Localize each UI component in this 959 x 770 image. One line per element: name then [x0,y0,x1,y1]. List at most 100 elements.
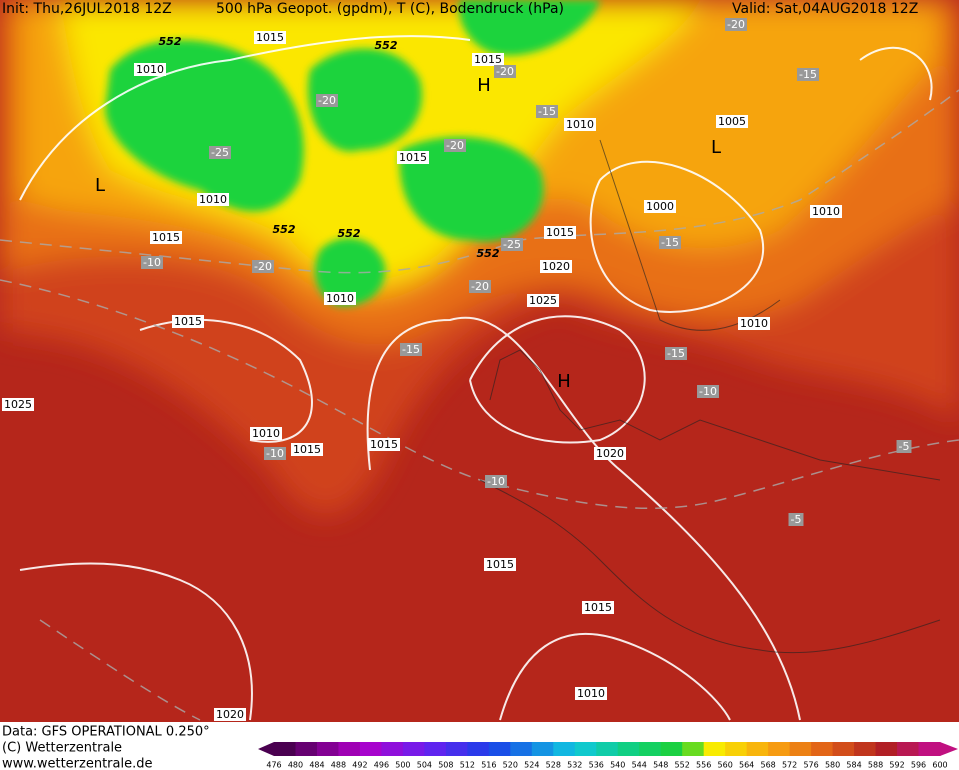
isobar-label-group: 1015 [484,558,516,571]
colorbar-label: 484 [309,761,324,770]
isobar-label: 1015 [546,226,574,239]
data-source: Data: GFS OPERATIONAL 0.250° [2,725,210,740]
isobar-label-group: 1015 [472,53,504,66]
colorbar-swatch [359,742,382,756]
isobar-label: 1015 [370,438,398,451]
isobar-label: 1010 [136,63,164,76]
isotherm-label-group: -15 [665,347,687,360]
height-label: 552 [159,35,182,48]
isobar-label-box [575,687,607,700]
isotherm-label-group: -5 [788,513,804,526]
colorbar-swatch [918,742,941,756]
height-label: 552 [477,247,500,260]
isobar-label-group: 1015 [150,231,182,244]
isotherm-label-group: -15 [400,343,422,356]
colorbar-swatch [316,742,339,756]
pressure-center: H [477,75,491,96]
isotherm-label-box [400,343,422,356]
isobar-label: 1000 [646,200,674,213]
isobar-label: 1020 [216,708,244,721]
map-title: 500 hPa Geopot. (gpdm), T (C), Bodendruc… [216,1,564,17]
isotherm-label-group: -20 [725,18,747,31]
isobar-label-box [397,151,429,164]
isotherm-label-group: -20 [494,65,516,78]
colorbar-label: 528 [546,761,561,770]
isobar-label: 1010 [812,205,840,218]
isotherm-label: -20 [471,280,489,293]
isotherm-label-group: -5 [896,440,912,453]
valid-time: Valid: Sat,04AUG2018 12Z [732,1,918,17]
pressure-center: L [711,137,721,158]
isobar-label-group: 1005 [716,115,748,128]
colorbar-label: 544 [632,761,647,770]
isobar-label-box [527,294,559,307]
isobar-label-group: 1015 [172,315,204,328]
isobar-label-group: 1015 [368,438,400,451]
colorbar-label: 548 [653,761,668,770]
colorbar-swatch [596,742,619,756]
isotherm-label-box [725,18,747,31]
pressure-center: L [95,175,105,196]
isotherm-label: -15 [538,105,556,118]
isotherm-label-box [501,238,523,251]
isotherm-label: -5 [899,440,910,453]
isobar-label-group: 1015 [582,601,614,614]
isotherm-label-group: -20 [444,139,466,152]
colorbar-swatch [617,742,640,756]
isobar-label-group: 1010 [250,427,282,440]
isobar-label-box [368,438,400,451]
isotherm-label-group: -10 [264,447,286,460]
isobar-label-box [594,447,626,460]
height-label: 552 [338,227,361,240]
isobar-label-box [254,31,286,44]
isotherm-label-box [896,440,912,453]
isobar-label-group: 1025 [2,398,34,411]
isotherm-label: -25 [503,238,521,251]
colorbar-swatch [811,742,834,756]
init-time: Init: Thu,26JUL2018 12Z [2,1,172,17]
isotherm-label-box [252,260,274,273]
colorbar-swatch [703,742,726,756]
isotherm-label-box [209,146,231,159]
isotherm-label: -20 [446,139,464,152]
colorbar-swatch [832,742,855,756]
isotherm-label: -20 [727,18,745,31]
isobar-label-box [644,200,676,213]
isotherm-label-box [659,236,681,249]
isobar-label-group: 1010 [324,292,356,305]
isobar-label: 1020 [596,447,624,460]
isobar-label-group: 1025 [527,294,559,307]
isobar-label-group: 1010 [575,687,607,700]
isobar-label-box [716,115,748,128]
isobar-label: 1010 [326,292,354,305]
isotherm-label: -20 [254,260,272,273]
colorbar-label: 480 [288,761,303,770]
isotherm-label-box [316,94,338,107]
isobar-label: 1015 [293,443,321,456]
colorbar-swatch [338,742,361,756]
colorbar-swatch [402,742,425,756]
colorbar-label: 536 [589,761,604,770]
colorbar-swatch [424,742,447,756]
isobar-label: 1025 [4,398,32,411]
isotherm-label: -15 [799,68,817,81]
colorbar-label: 560 [718,761,733,770]
colorbar-swatch [789,742,812,756]
isotherm-label-box [536,105,558,118]
colorbar-swatch [467,742,490,756]
isotherm-label: -15 [661,236,679,249]
colorbar-label: 596 [911,761,926,770]
isotherm-label-box [485,475,507,488]
isotherm-label-box [469,280,491,293]
isobar-label-box [810,205,842,218]
colorbar-label: 576 [803,761,818,770]
colorbar-swatch [725,742,748,756]
isobar-label: 1010 [577,687,605,700]
isobar-label-box [214,708,246,721]
colorbar-label: 512 [460,761,475,770]
isobar-label: 1015 [584,601,612,614]
isobar-label: 1015 [474,53,502,66]
colorbar-swatch [897,742,920,756]
